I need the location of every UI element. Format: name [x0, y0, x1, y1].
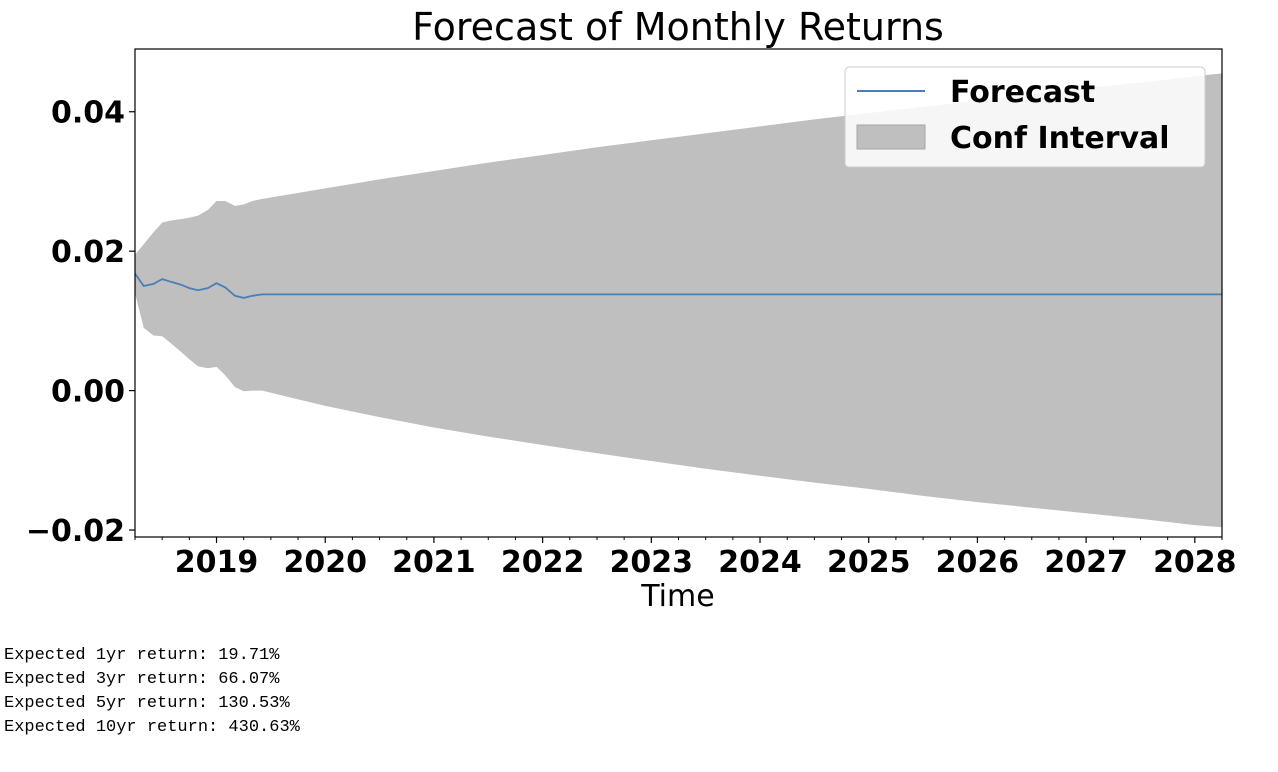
x-tick-label: 2028 [1153, 545, 1237, 580]
y-tick-label: −0.02 [26, 514, 125, 549]
plot-area [134, 73, 1222, 528]
forecast-chart: Forecast of Monthly Returns −0.02 0.00 0.0… [26, 5, 1237, 614]
x-tick-label: 2025 [827, 545, 911, 580]
legend-forecast-label: Forecast [950, 75, 1095, 110]
y-tick-label: 0.04 [51, 96, 125, 131]
x-tick-label: 2027 [1044, 545, 1128, 580]
output-line-3yr: Expected 3yr return: 66.07% [4, 670, 280, 689]
output-line-10yr: Expected 10yr return: 430.63% [4, 718, 300, 737]
x-axis-label: Time [640, 579, 714, 614]
x-tick-label: 2019 [175, 545, 259, 580]
conf-interval-band [135, 73, 1222, 528]
legend-conf-interval-swatch [856, 124, 926, 150]
forecast-line [134, 272, 1222, 299]
x-tick-label: 2026 [936, 545, 1020, 580]
x-tick-label: 2023 [610, 545, 694, 580]
y-tick-label: 0.02 [51, 235, 125, 270]
legend-conf-interval-label: Conf Interval [950, 121, 1170, 156]
output-line-5yr: Expected 5yr return: 130.53% [4, 694, 290, 713]
y-tick-label: 0.00 [51, 375, 125, 410]
legend-box [844, 66, 1206, 168]
x-tick-label: 2022 [501, 545, 585, 580]
console-output: Expected 1yr return: 19.71% Expected 3yr … [4, 644, 300, 740]
x-tick-label: 2020 [283, 545, 367, 580]
x-tick-label: 2024 [718, 545, 802, 580]
legend: Forecast Conf Interval [844, 66, 1206, 168]
x-tick-label: 2021 [392, 545, 476, 580]
output-line-1yr: Expected 1yr return: 19.71% [4, 646, 280, 665]
axes: −0.02 0.00 0.02 0.04 2019 2020 2021 2022 2023 202… [26, 48, 1237, 580]
chart-title: Forecast of Monthly Returns [412, 5, 944, 49]
